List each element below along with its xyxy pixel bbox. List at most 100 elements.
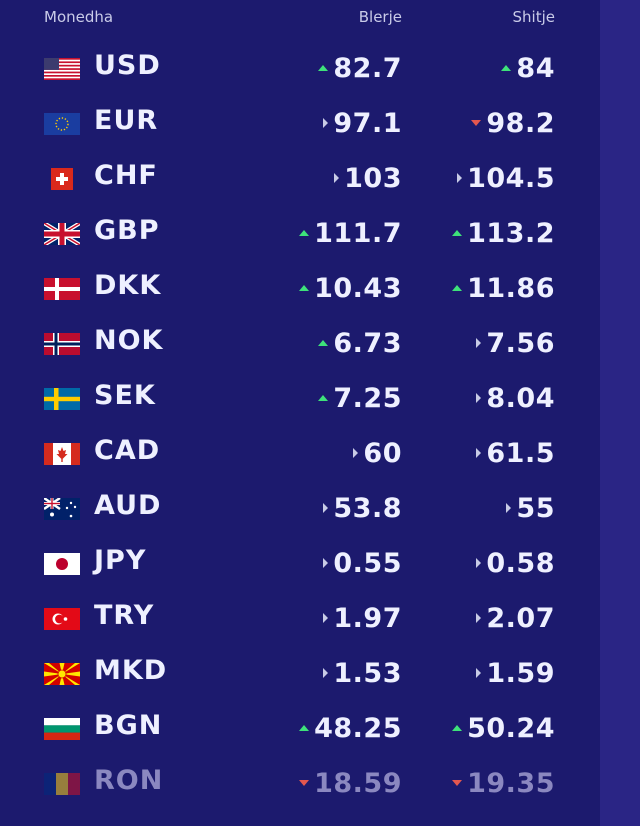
currency-code: RON [94, 765, 164, 796]
currency-code: DKK [94, 270, 162, 301]
buy-rate: 111.7 [299, 215, 402, 251]
ch-flag-icon [44, 168, 80, 190]
mk-flag-icon [44, 663, 80, 685]
buy-rate: 1.97 [323, 600, 402, 636]
no-flag-icon [44, 333, 80, 355]
buy-rate: 7.25 [318, 380, 402, 416]
sell-rate: 98.2 [471, 105, 555, 141]
currency-code: CHF [94, 160, 158, 191]
buy-rate: 0.55 [323, 545, 402, 581]
trend-flat-icon [506, 503, 512, 513]
ro-flag-icon [44, 773, 80, 795]
trend-up-icon [299, 285, 310, 291]
currency-code: BGN [94, 710, 163, 741]
sell-rate: 0.58 [476, 545, 555, 581]
rate-row-eur: EUR 97.1 98.2 [0, 97, 600, 152]
bg-flag-icon [44, 718, 80, 740]
rate-row-jpy: JPY 0.55 0.58 [0, 537, 600, 592]
rate-row-sek: SEK 7.25 8.04 [0, 372, 600, 427]
sell-rate: 19.35 [452, 765, 555, 801]
trend-flat-icon [476, 448, 482, 458]
currency-code: NOK [94, 325, 164, 356]
sell-rate: 50.24 [452, 710, 555, 746]
trend-flat-icon [476, 558, 482, 568]
trend-flat-icon [353, 448, 359, 458]
trend-up-icon [299, 725, 310, 731]
sell-rate: 55 [506, 490, 555, 526]
tr-flag-icon [44, 608, 80, 630]
sell-rate: 104.5 [457, 160, 555, 196]
rate-row-try: TRY 1.97 2.07 [0, 592, 600, 647]
trend-down-icon [299, 780, 310, 786]
currency-code: AUD [94, 490, 162, 521]
sell-rate: 1.59 [476, 655, 555, 691]
sell-rate: 84 [501, 50, 555, 86]
trend-flat-icon [476, 393, 482, 403]
trend-flat-icon [476, 668, 482, 678]
sell-rate: 2.07 [476, 600, 555, 636]
buy-rate: 10.43 [299, 270, 402, 306]
buy-rate: 48.25 [299, 710, 402, 746]
sell-rate: 8.04 [476, 380, 555, 416]
trend-flat-icon [323, 503, 329, 513]
trend-up-icon [318, 395, 329, 401]
trend-flat-icon [457, 173, 463, 183]
trend-up-icon [452, 725, 463, 731]
buy-rate: 82.7 [318, 50, 402, 86]
eu-flag-icon [44, 113, 80, 135]
rate-row-bgn: BGN 48.25 50.24 [0, 702, 600, 757]
buy-rate: 1.53 [323, 655, 402, 691]
rate-row-aud: AUD 53.8 55 [0, 482, 600, 537]
buy-column-header: Blerje [358, 8, 402, 26]
buy-rate: 103 [334, 160, 402, 196]
rate-row-nok: NOK 6.73 7.56 [0, 317, 600, 372]
trend-up-icon [318, 65, 329, 71]
buy-rate: 6.73 [318, 325, 402, 361]
jp-flag-icon [44, 553, 80, 575]
currency-code: USD [94, 50, 161, 81]
sell-rate: 11.86 [452, 270, 555, 306]
trend-up-icon [452, 230, 463, 236]
trend-down-icon [471, 120, 482, 126]
currency-code: JPY [94, 545, 147, 576]
se-flag-icon [44, 388, 80, 410]
buy-rate: 60 [353, 435, 402, 471]
trend-up-icon [501, 65, 512, 71]
trend-flat-icon [323, 668, 329, 678]
trend-up-icon [299, 230, 310, 236]
rate-row-ron: RON 18.59 19.35 [0, 757, 600, 812]
currency-code: TRY [94, 600, 155, 631]
currency-code: EUR [94, 105, 159, 136]
rate-row-mkd: MKD 1.53 1.59 [0, 647, 600, 702]
gb-flag-icon [44, 223, 80, 245]
buy-rate: 97.1 [323, 105, 402, 141]
sell-rate: 7.56 [476, 325, 555, 361]
sidebar-strip [600, 0, 640, 826]
trend-flat-icon [323, 558, 329, 568]
rate-row-usd: USD 82.7 84 [0, 42, 600, 97]
currency-code: CAD [94, 435, 161, 466]
trend-flat-icon [476, 338, 482, 348]
rate-row-gbp: GBP 111.7 113.2 [0, 207, 600, 262]
rate-row-dkk: DKK 10.43 11.86 [0, 262, 600, 317]
trend-flat-icon [323, 613, 329, 623]
currency-code: GBP [94, 215, 160, 246]
dk-flag-icon [44, 278, 80, 300]
ca-flag-icon [44, 443, 80, 465]
us-flag-icon [44, 58, 80, 80]
trend-up-icon [318, 340, 329, 346]
trend-flat-icon [334, 173, 340, 183]
sell-column-header: Shitje [512, 8, 555, 26]
rate-row-chf: CHF 103 104.5 [0, 152, 600, 207]
buy-rate: 53.8 [323, 490, 402, 526]
trend-flat-icon [476, 613, 482, 623]
trend-up-icon [452, 285, 463, 291]
buy-rate: 18.59 [299, 765, 402, 801]
trend-down-icon [452, 780, 463, 786]
rate-row-cad: CAD 60 61.5 [0, 427, 600, 482]
currency-code: MKD [94, 655, 168, 686]
exchange-rate-panel: Monedha Blerje Shitje USD 82.7 84 EUR 97… [0, 8, 600, 812]
trend-flat-icon [323, 118, 329, 128]
sell-rate: 113.2 [452, 215, 555, 251]
au-flag-icon [44, 498, 80, 520]
